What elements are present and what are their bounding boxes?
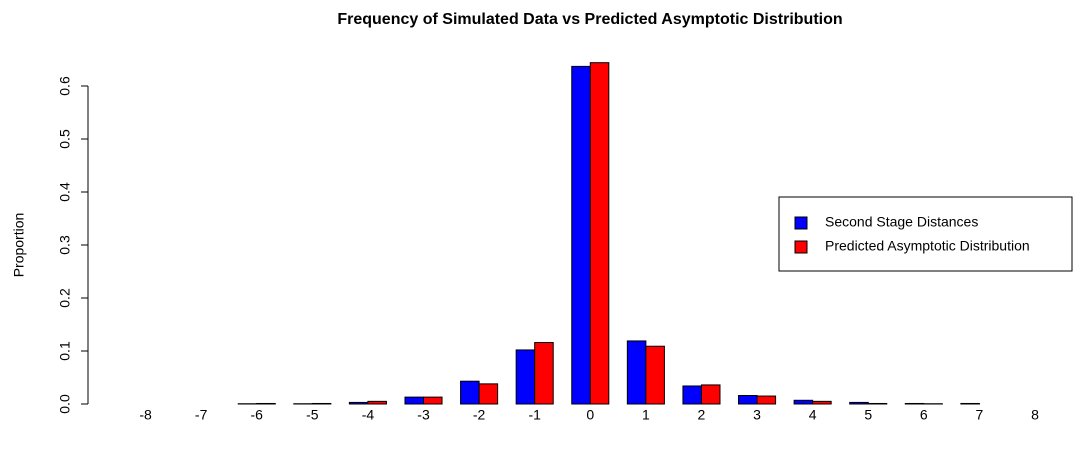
x-tick-label: -7 [195, 407, 208, 423]
bar [478, 383, 499, 405]
bar [311, 402, 332, 405]
bar [738, 395, 758, 405]
y-axis-label: Proportion [11, 213, 27, 278]
y-tick-label: 0.1 [57, 341, 73, 361]
x-tick-label: 0 [586, 407, 594, 423]
y-tick-label: 0.5 [57, 129, 73, 149]
x-tick-label: 2 [698, 407, 706, 423]
x-tick-label: 1 [642, 407, 650, 423]
bar [460, 380, 480, 405]
x-tick-label: -1 [528, 407, 541, 423]
bar [571, 65, 591, 405]
bar [256, 402, 276, 405]
legend-swatch [794, 216, 808, 230]
x-tick-label: -2 [473, 407, 486, 423]
x-tick-label: -8 [139, 407, 152, 423]
legend-swatch [794, 240, 808, 254]
bar [756, 395, 777, 405]
x-tick-label: 7 [976, 407, 984, 423]
x-tick-label: 8 [1031, 407, 1039, 423]
y-tick-label: 0.2 [57, 288, 73, 308]
bar [849, 401, 869, 405]
y-tick-label: 0.4 [57, 182, 73, 202]
chart-title: Frequency of Simulated Data vs Predicted… [337, 11, 842, 28]
bar [700, 384, 721, 405]
x-tick-label: 6 [920, 407, 928, 423]
x-tick-label: -4 [362, 407, 375, 423]
bar [812, 400, 832, 405]
x-tick-label: 4 [809, 407, 817, 423]
x-tick-label: -6 [251, 407, 264, 423]
bar [515, 349, 536, 405]
bar [682, 385, 702, 405]
bar [793, 399, 814, 405]
y-tick-label: 0.3 [57, 235, 73, 255]
bar [960, 402, 980, 405]
bar [348, 401, 369, 405]
bar [404, 396, 425, 405]
x-tick-label: 3 [753, 407, 761, 423]
legend-label: Second Stage Distances [825, 214, 978, 230]
bar [367, 400, 387, 405]
x-tick-label: -5 [306, 407, 319, 423]
bar [645, 345, 665, 405]
bar [534, 342, 554, 405]
x-tick-label: -3 [417, 407, 430, 423]
bar [589, 62, 610, 405]
y-tick-label: 0.6 [57, 76, 73, 96]
bar [867, 402, 888, 405]
bar [904, 402, 925, 405]
x-tick-label: 5 [864, 407, 872, 423]
bar [626, 340, 647, 405]
bar [423, 396, 443, 405]
legend-box [778, 196, 1073, 272]
legend-label: Predicted Asymptotic Distribution [825, 238, 1030, 254]
y-tick-label: 0.0 [57, 394, 73, 414]
